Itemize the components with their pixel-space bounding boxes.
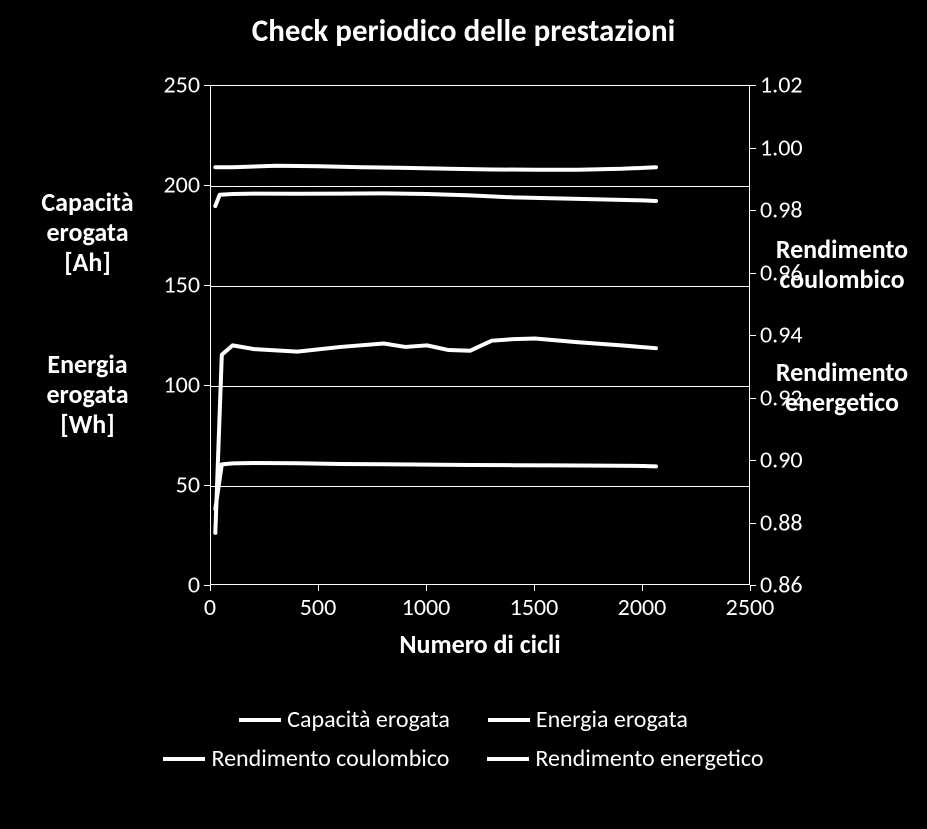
gridline xyxy=(211,386,749,387)
y-right-tick-label: 0.98 xyxy=(760,196,830,225)
legend-row: Capacità erogata Energia erogata xyxy=(0,705,927,734)
tick-mark xyxy=(534,585,535,591)
tick-mark xyxy=(750,148,756,149)
x-tick-label: 2500 xyxy=(726,593,775,622)
tick-mark xyxy=(204,285,210,286)
y-right-tick-label: 1.00 xyxy=(760,133,830,162)
y-left-tick-label: 50 xyxy=(130,471,200,500)
tick-mark xyxy=(750,585,751,591)
tick-mark xyxy=(750,273,756,274)
chart-svg xyxy=(211,86,751,586)
legend-swatch xyxy=(488,718,530,722)
tick-mark xyxy=(750,85,756,86)
tick-mark xyxy=(318,585,319,591)
tick-mark xyxy=(210,585,211,591)
legend-row: Rendimento coulombico Rendimento energeti… xyxy=(0,744,927,773)
tick-mark xyxy=(750,210,756,211)
y-left-tick-label: 200 xyxy=(130,171,200,200)
tick-mark xyxy=(750,335,756,336)
gridline xyxy=(211,286,749,287)
chart-legend: Capacità erogata Energia erogata Rendiment… xyxy=(0,705,927,783)
legend-label: Rendimento energetico xyxy=(535,744,763,773)
tick-mark xyxy=(204,85,210,86)
legend-swatch xyxy=(487,757,529,761)
y-right-tick-label: 0.92 xyxy=(760,383,830,412)
gridline xyxy=(211,486,749,487)
y-left-tick-label: 150 xyxy=(130,271,200,300)
x-axis-label: Numero di cicli xyxy=(210,628,750,660)
legend-swatch xyxy=(239,718,281,722)
x-tick-label: 1000 xyxy=(402,593,451,622)
gridline xyxy=(211,186,749,187)
tick-mark xyxy=(750,460,756,461)
x-tick-label: 500 xyxy=(300,593,337,622)
tick-mark xyxy=(204,185,210,186)
legend-item: Rendimento energetico xyxy=(487,744,763,773)
y-left-tick-label: 100 xyxy=(130,371,200,400)
y-left-label-1: Capacità erogata [Ah] xyxy=(0,188,175,278)
y-left-tick-label: 250 xyxy=(130,71,200,100)
x-tick-label: 0 xyxy=(204,593,216,622)
y-right-tick-label: 0.96 xyxy=(760,258,830,287)
tick-mark xyxy=(426,585,427,591)
legend-item: Rendimento coulombico xyxy=(163,744,449,773)
y-left-tick-label: 0 xyxy=(130,571,200,600)
legend-label: Rendimento coulombico xyxy=(211,744,449,773)
tick-mark xyxy=(750,398,756,399)
y-right-tick-label: 0.88 xyxy=(760,508,830,537)
tick-mark xyxy=(204,485,210,486)
plot-area xyxy=(210,85,750,585)
x-tick-label: 1500 xyxy=(510,593,559,622)
y-right-tick-label: 1.02 xyxy=(760,71,830,100)
tick-mark xyxy=(750,523,756,524)
legend-item: Capacità erogata xyxy=(239,705,450,734)
legend-swatch xyxy=(163,757,205,761)
x-tick-label: 2000 xyxy=(618,593,667,622)
series-line xyxy=(215,166,656,170)
tick-mark xyxy=(204,385,210,386)
chart-title: Check periodico delle prestazioni xyxy=(0,12,927,50)
performance-line-chart: Check periodico delle prestazioni Capaci… xyxy=(0,0,927,829)
tick-mark xyxy=(642,585,643,591)
series-line xyxy=(215,339,656,533)
series-line xyxy=(215,193,656,206)
y-right-tick-label: 0.94 xyxy=(760,321,830,350)
legend-label: Energia erogata xyxy=(536,705,688,734)
legend-label: Capacità erogata xyxy=(287,705,450,734)
y-right-tick-label: 0.90 xyxy=(760,446,830,475)
legend-item: Energia erogata xyxy=(488,705,688,734)
